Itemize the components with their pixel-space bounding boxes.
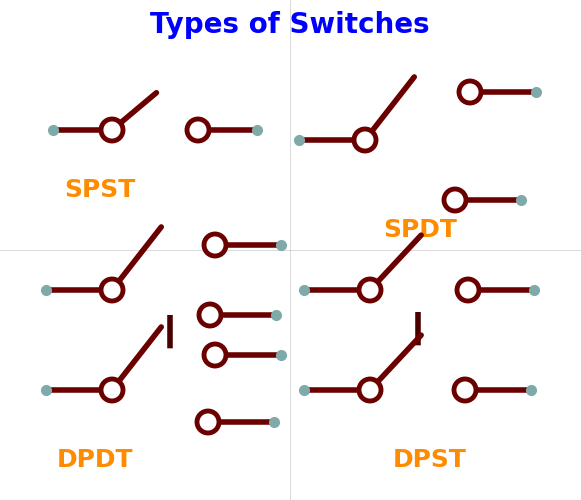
Circle shape: [197, 411, 219, 433]
Circle shape: [354, 129, 376, 151]
Circle shape: [101, 279, 123, 301]
Circle shape: [199, 304, 221, 326]
Text: DPST: DPST: [393, 448, 467, 472]
Text: DPDT: DPDT: [57, 448, 133, 472]
Text: SPDT: SPDT: [383, 218, 457, 242]
Text: SPST: SPST: [64, 178, 135, 202]
Circle shape: [457, 279, 479, 301]
Circle shape: [204, 344, 226, 366]
Circle shape: [359, 279, 381, 301]
Circle shape: [444, 189, 466, 211]
Circle shape: [101, 119, 123, 141]
Circle shape: [454, 379, 476, 401]
Circle shape: [187, 119, 209, 141]
Text: Types of Switches: Types of Switches: [150, 11, 430, 39]
Circle shape: [204, 234, 226, 256]
Circle shape: [359, 379, 381, 401]
Circle shape: [101, 379, 123, 401]
Circle shape: [459, 81, 481, 103]
